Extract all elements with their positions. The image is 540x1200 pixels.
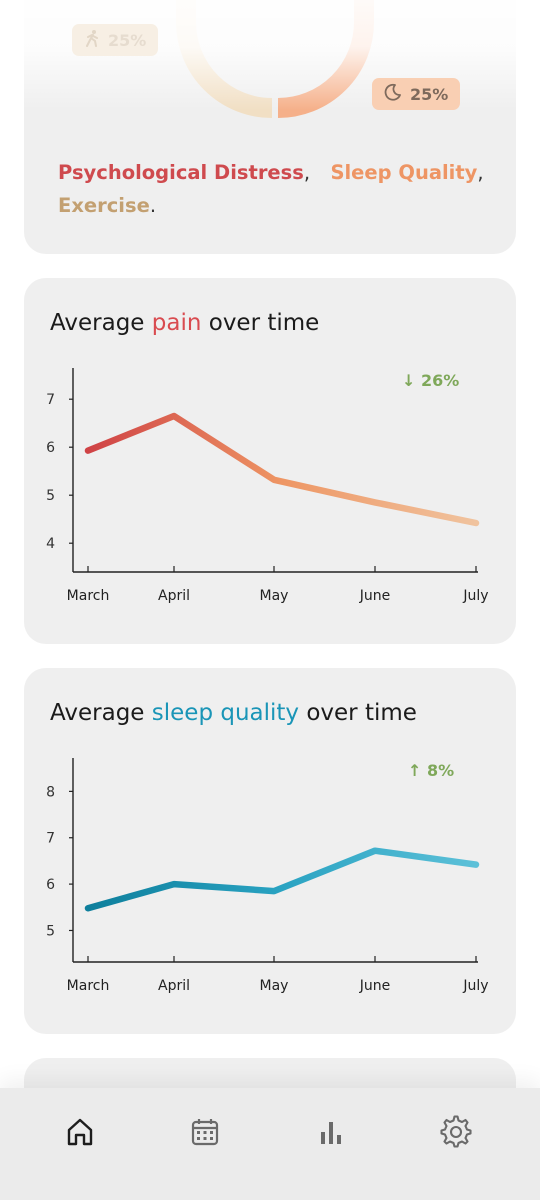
pain-x-tick-label: March xyxy=(67,588,110,604)
sleep-y-tick-label: 5 xyxy=(46,923,55,939)
sleep-x-tick-label: March xyxy=(67,978,110,994)
sleep-x-tick-label: July xyxy=(462,978,488,994)
sleep-badge: 25% xyxy=(372,78,461,110)
factor-exercise: Exercise xyxy=(58,194,150,217)
pain-x-tick-label: April xyxy=(158,588,190,604)
running-person-icon xyxy=(84,29,100,51)
sleep-y-tick-label: 7 xyxy=(46,831,55,847)
pain-x-tick-label: May xyxy=(260,588,289,604)
sleep-x-tick-label: June xyxy=(359,978,391,994)
pain-line-chart: 4 5 6 7 March April May June July xyxy=(46,368,489,604)
pain-y-tick-label: 6 xyxy=(46,440,55,456)
tab-settings[interactable] xyxy=(434,1110,478,1154)
bar-chart-icon xyxy=(321,1122,341,1144)
factor-sleep-quality: Sleep Quality xyxy=(330,161,478,184)
pain-chart-title: Average pain over time xyxy=(50,310,320,336)
pain-chart-card: Average pain over time ↓ 26% 4 5 6 7 March Ap… xyxy=(24,278,516,644)
pain-x-tick-label: July xyxy=(462,588,488,604)
pain-y-tick-label: 5 xyxy=(46,488,55,504)
tab-stats[interactable] xyxy=(309,1110,353,1154)
moon-icon xyxy=(384,83,402,105)
factors-list: Psychological Distress, Sleep Quality, E… xyxy=(58,161,484,217)
bottom-tab-bar xyxy=(0,1088,540,1200)
tab-home[interactable] xyxy=(58,1110,102,1154)
sleep-trend-indicator: ↑ 8% xyxy=(408,761,455,780)
pain-y-tick-label: 4 xyxy=(46,536,55,552)
gear-icon xyxy=(440,1115,472,1148)
pain-trend-indicator: ↓ 26% xyxy=(402,371,460,390)
sleep-chart-card: Average sleep quality over time ↑ 8% 5 6 7… xyxy=(24,668,516,1034)
sleep-percent: 25% xyxy=(410,84,449,104)
sleep-x-tick-label: April xyxy=(158,978,190,994)
tab-calendar[interactable] xyxy=(183,1110,227,1154)
sleep-y-tick-label: 8 xyxy=(46,784,55,800)
factors-card: 25% 25% Psychological Distress, Sleep Qu… xyxy=(24,0,516,254)
sleep-series-line xyxy=(84,847,480,912)
exercise-badge: 25% xyxy=(72,24,159,56)
exercise-percent: 25% xyxy=(108,30,147,50)
sleep-y-tick-label: 6 xyxy=(46,877,55,893)
sleep-chart-title: Average sleep quality over time xyxy=(50,700,417,726)
calendar-icon xyxy=(191,1119,219,1146)
pain-y-tick-label: 7 xyxy=(46,392,55,408)
home-icon xyxy=(67,1118,93,1146)
pain-series-line xyxy=(84,412,480,527)
pain-x-tick-label: June xyxy=(359,588,391,604)
sleep-line-chart: 5 6 7 8 March April May June July xyxy=(46,758,489,994)
factor-psychological-distress: Psychological Distress xyxy=(58,161,304,184)
sleep-x-tick-label: May xyxy=(260,978,289,994)
